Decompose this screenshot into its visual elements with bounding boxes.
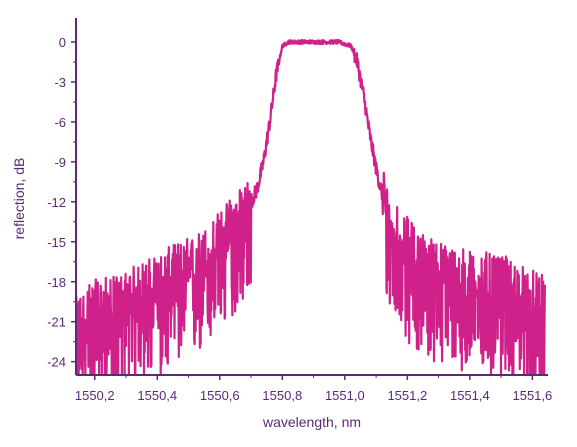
x-tick-label: 1550,2 xyxy=(75,388,115,403)
y-tick-label: -24 xyxy=(47,355,66,370)
reflection-series-line xyxy=(76,38,546,375)
y-tick-label: -15 xyxy=(47,235,66,250)
y-tick-label: -3 xyxy=(54,75,66,90)
x-axis-title: wavelength, nm xyxy=(262,414,361,430)
x-tick-label: 1550,6 xyxy=(200,388,240,403)
x-tick-label: 1550,4 xyxy=(137,388,177,403)
y-tick-label: -21 xyxy=(47,315,66,330)
x-tick-label: 1551,6 xyxy=(512,388,552,403)
x-tick-label: 1551,2 xyxy=(387,388,427,403)
x-tick-label: 1551,0 xyxy=(325,388,365,403)
y-tick-label: -6 xyxy=(54,115,66,130)
y-tick-label: -12 xyxy=(47,195,66,210)
x-axis-ticks: 1550,2 1550,4 1550,6 1550,8 1551,0 1551,2 1551… xyxy=(75,375,552,403)
x-tick-label: 1550,8 xyxy=(262,388,302,403)
y-axis-ticks: 0 -3 -6 -9 -12 -15 -18 -21 -24 xyxy=(47,35,76,370)
plot-layer xyxy=(76,38,546,375)
y-tick-label: -18 xyxy=(47,275,66,290)
y-tick-label: 0 xyxy=(59,35,66,50)
y-tick-label: -9 xyxy=(54,155,66,170)
y-axis-title: reflection, dB xyxy=(11,158,27,240)
x-tick-label: 1551,4 xyxy=(450,388,490,403)
